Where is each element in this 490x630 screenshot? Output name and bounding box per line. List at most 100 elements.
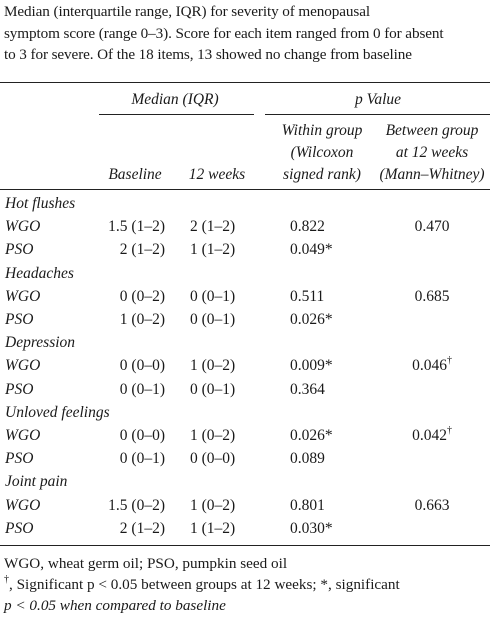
within-p-value-text: 0.801 (290, 496, 325, 514)
symptom-heading: Joint pain (5, 472, 67, 492)
baseline-value-text: 1 (0–2) (119, 311, 165, 328)
group-label-text: PSO (5, 450, 34, 468)
between-p-value: 0.470 (415, 217, 450, 237)
baseline-value-text: 0 (0–2) (119, 287, 165, 305)
weeks12-value: 1 (1–2) (190, 240, 235, 260)
group-label: PSO (5, 519, 33, 539)
weeks12-value-text: 2 (1–2) (190, 218, 236, 236)
group-label-text: WGO (5, 427, 41, 444)
between-p-value: 0.042† (412, 424, 452, 446)
baseline-value-text: 0 (0–0) (119, 427, 165, 444)
group-label-text: WGO (5, 496, 41, 514)
weeks12-value: 1 (0–2) (190, 356, 235, 376)
baseline-value: 0 (0–0) (120, 426, 165, 446)
p-value-group-header: p Value (354, 91, 402, 108)
baseline-value: 0 (0–1) (120, 449, 165, 469)
baseline-value-text: 1.5 (1–2) (108, 218, 165, 236)
footnote-abbreviations: WGO, wheat germ oil; PSO, pumpkin seed o… (4, 555, 288, 572)
group-label-text: PSO (5, 380, 34, 398)
symptom-heading-text: Hot flushes (5, 195, 76, 212)
symptom-heading-text: Unloved feelings (5, 403, 110, 421)
baseline-value-text: 2 (1–2) (119, 519, 165, 537)
group-label-text: PSO (5, 519, 34, 537)
between-header-line: at 12 weeks (395, 144, 469, 161)
weeks12-value-text: 1 (0–2) (190, 357, 236, 375)
within-p-value: 0.026* (290, 310, 333, 330)
weeks12-value-text: 1 (0–2) (190, 427, 236, 444)
baseline-value-text: 0 (0–1) (119, 450, 165, 468)
within-p-value-text: 0.822 (290, 218, 325, 236)
footnote-text: , Significant p < 0.05 between groups at… (9, 576, 400, 593)
weeks12-value: 1 (1–2) (190, 519, 235, 539)
group-label-text: WGO (5, 287, 41, 305)
baseline-value: 0 (0–0) (120, 356, 165, 376)
within-p-value: 0.822 (290, 217, 325, 237)
symptom-heading: Headaches (5, 264, 74, 284)
baseline-value: 2 (1–2) (120, 240, 165, 260)
within-p-value-text: 0.089 (290, 450, 325, 468)
table-caption: Median (interquartile range, IQR) for se… (4, 1, 488, 66)
symptom-heading: Hot flushes (5, 194, 75, 214)
footnote-significance: †, Significant p < 0.05 between groups a… (4, 574, 488, 595)
within-p-value: 0.049* (290, 240, 333, 260)
group-label: WGO (5, 287, 40, 307)
group-label-text: WGO (5, 357, 41, 375)
baseline-value: 1.5 (1–2) (108, 217, 165, 237)
median-group-header: Median (IQR) (131, 91, 219, 108)
weeks12-value: 1 (0–2) (190, 496, 235, 516)
symptom-heading-text: Depression (5, 334, 76, 352)
between-header-line: Between group (385, 122, 479, 139)
group-label: PSO (5, 240, 33, 260)
weeks12-value: 1 (0–2) (190, 426, 235, 446)
group-label: PSO (5, 449, 33, 469)
caption-line: Median (interquartile range, IQR) for se… (4, 3, 370, 20)
group-label: PSO (5, 380, 33, 400)
group-label: PSO (5, 310, 33, 330)
group-label-text: PSO (5, 241, 34, 259)
weeks12-value-text: 1 (1–2) (190, 241, 236, 259)
weeks12-value: 0 (0–0) (190, 449, 235, 469)
within-p-value-text: 0.026* (290, 427, 333, 444)
within-p-value-text: 0.049* (290, 241, 333, 259)
baseline-value: 0 (0–1) (120, 380, 165, 400)
weeks12-value-text: 0 (0–1) (190, 380, 236, 398)
within-p-value-text: 0.511 (290, 287, 325, 305)
bottom-rule (0, 545, 490, 546)
within-p-value-text: 0.026* (290, 311, 333, 328)
within-p-value: 0.030* (290, 519, 333, 539)
between-p-value-text: 0.046 (412, 357, 447, 375)
baseline-header: Baseline (108, 166, 162, 183)
within-p-value: 0.511 (290, 287, 324, 307)
dagger-mark: † (446, 355, 452, 367)
within-p-value: 0.009* (290, 356, 333, 376)
between-p-value-text: 0.470 (414, 218, 450, 236)
between-header-line: (Mann–Whitney) (379, 166, 485, 183)
symptom-heading: Unloved feelings (5, 403, 110, 423)
weeks12-header: 12 weeks (188, 166, 246, 183)
weeks12-value-text: 1 (0–2) (190, 496, 236, 514)
baseline-value: 1 (0–2) (120, 310, 165, 330)
within-p-value: 0.801 (290, 496, 325, 516)
weeks12-value-text: 0 (0–1) (190, 287, 236, 305)
weeks12-value: 0 (0–1) (190, 380, 235, 400)
baseline-value-text: 0 (0–0) (119, 357, 165, 375)
group-label: WGO (5, 426, 40, 446)
baseline-value: 0 (0–2) (120, 287, 165, 307)
within-p-value-text: 0.009* (290, 357, 333, 375)
between-p-value: 0.663 (415, 496, 450, 516)
within-p-value: 0.026* (290, 426, 333, 446)
within-p-value-text: 0.030* (290, 519, 333, 537)
group-label-text: WGO (5, 218, 41, 236)
weeks12-value-text: 0 (0–0) (190, 450, 236, 468)
between-p-value-text: 0.663 (414, 496, 450, 514)
between-p-value: 0.685 (415, 287, 450, 307)
group-label: WGO (5, 496, 40, 516)
symptom-heading-text: Joint pain (5, 473, 68, 491)
baseline-value: 1.5 (0–2) (108, 496, 165, 516)
symptom-heading: Depression (5, 333, 75, 353)
within-header-line: Within group (281, 122, 363, 139)
footnotes: WGO, wheat germ oil; PSO, pumpkin seed o… (4, 553, 488, 616)
header-rule (0, 189, 490, 190)
dagger-mark: † (4, 573, 9, 585)
dagger-mark: † (446, 424, 452, 436)
